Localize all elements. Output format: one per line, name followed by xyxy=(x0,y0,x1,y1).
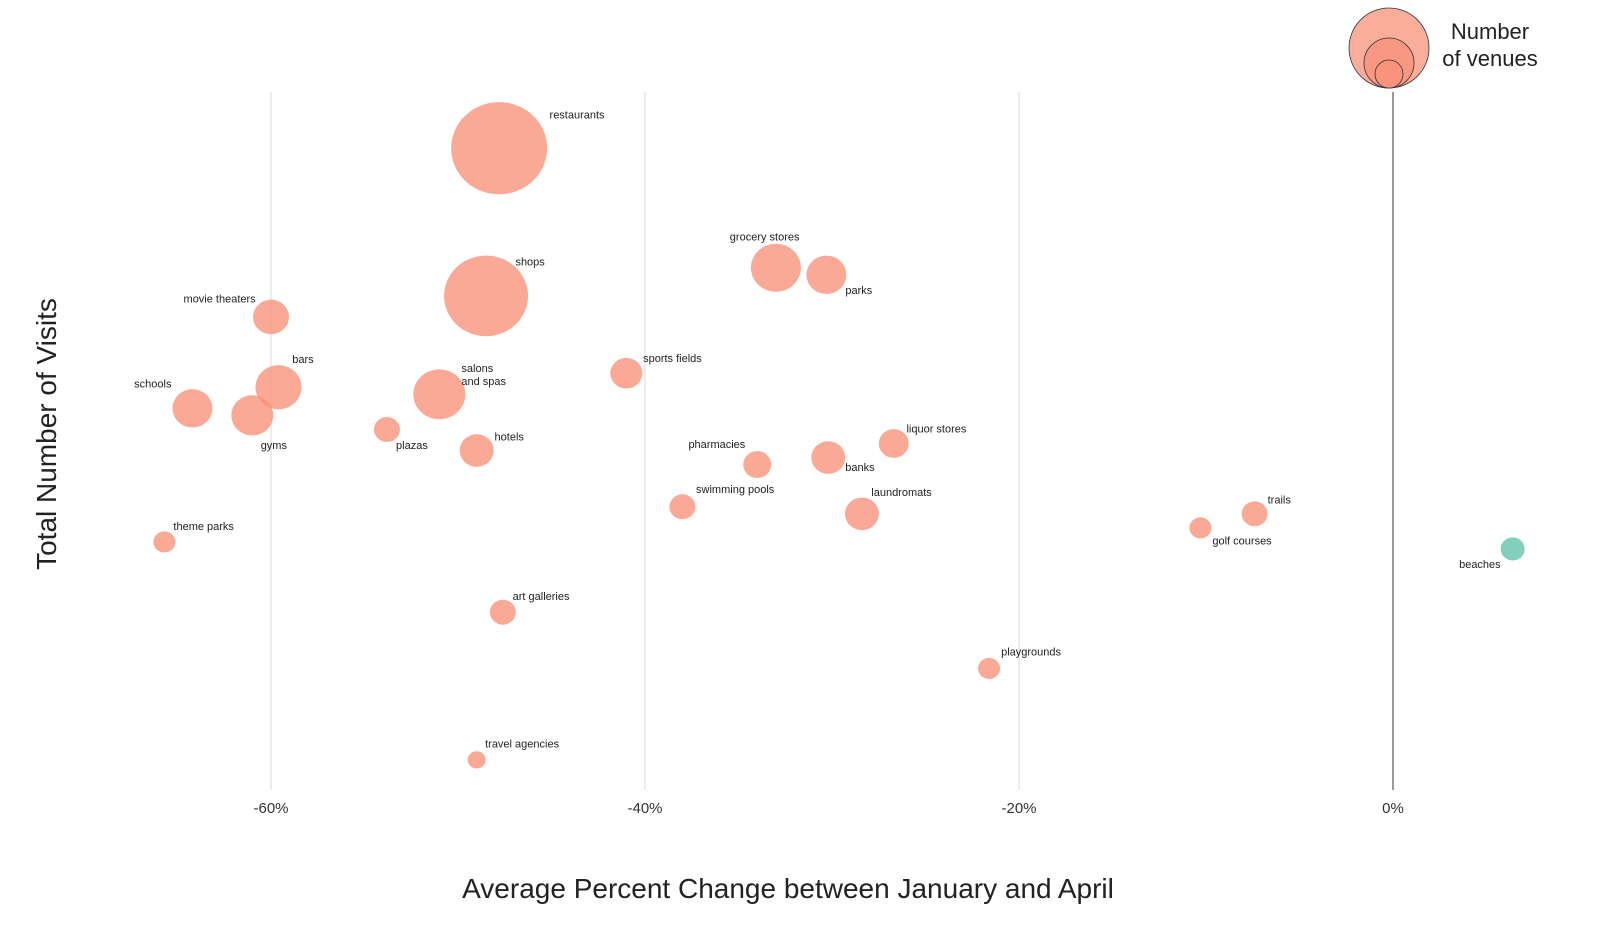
bubble-label: theme parks xyxy=(173,521,234,533)
bubble-label: grocery stores xyxy=(730,231,800,243)
bubble-pharmacies xyxy=(743,451,772,479)
bubble-swimming-pools xyxy=(669,494,696,520)
x-tick-label: -40% xyxy=(627,800,662,817)
bubble-plazas xyxy=(373,416,400,442)
bubble-label: pharmacies xyxy=(688,439,745,451)
bubbles xyxy=(153,102,1525,769)
bubble-golf-courses xyxy=(1189,517,1212,539)
bubble-grocery-stores xyxy=(750,243,801,292)
bubble-label: laundromats xyxy=(871,487,932,499)
bubble-restaurants xyxy=(451,102,548,195)
bubble-parks xyxy=(806,255,847,294)
bubble-laundromats xyxy=(844,497,879,531)
bubble-liquor-stores xyxy=(878,429,909,458)
bubble-movie-theaters xyxy=(253,299,289,335)
bubble-travel-agencies xyxy=(467,751,486,769)
bubble-label: plazas xyxy=(396,440,428,452)
bubble-label: banks xyxy=(845,462,875,474)
bubble-label: schools xyxy=(134,378,172,390)
bubble-bars xyxy=(255,365,302,410)
x-tick-label: 0% xyxy=(1382,800,1404,817)
x-tick-label: -60% xyxy=(253,800,288,817)
bubble-banks xyxy=(811,441,846,474)
bubble-label: bars xyxy=(292,354,314,366)
bubble-theme-parks xyxy=(153,531,176,553)
y-axis-title: Total Number of Visits xyxy=(31,298,62,570)
x-tick-label: -20% xyxy=(1001,800,1036,817)
bubble-salons-and-spas xyxy=(413,369,466,420)
bubble-trails xyxy=(1241,501,1268,527)
bubble-label: beaches xyxy=(1459,559,1501,571)
bubble-playgrounds xyxy=(978,657,1001,680)
bubble-label: restaurants xyxy=(550,109,606,121)
x-axis-ticks: -60% -40% -20% 0% xyxy=(253,800,1403,817)
bubble-labels: restaurants shops grocery stores parks movie… xyxy=(134,109,1501,750)
bubble-hotels xyxy=(459,434,494,467)
bubble-beaches xyxy=(1500,537,1525,561)
bubble-label: liquor stores xyxy=(906,423,966,435)
bubble-label: sports fields xyxy=(643,353,702,365)
bubble-gyms xyxy=(231,395,274,436)
bubble-label: hotels xyxy=(495,431,525,443)
legend-title-line-2: of venues xyxy=(1442,46,1537,71)
bubble-label: parks xyxy=(845,285,872,297)
bubble-label: movie theaters xyxy=(184,294,257,306)
bubble-label: art galleries xyxy=(513,591,570,603)
bubble-label: golf courses xyxy=(1212,536,1272,548)
legend-title-line-1: Number xyxy=(1451,19,1529,44)
legend: Number of venues xyxy=(1348,7,1538,89)
bubble-label: swimming pools xyxy=(696,484,775,496)
bubble-label: trails xyxy=(1268,494,1292,506)
gridlines xyxy=(270,92,1394,790)
x-axis-title: Average Percent Change between January a… xyxy=(462,873,1114,904)
bubble-label: salons xyxy=(461,363,493,375)
bubble-label: and spas xyxy=(461,376,506,388)
bubble-shops xyxy=(444,255,529,337)
bubble-sports-fields xyxy=(610,357,643,389)
bubble-schools xyxy=(172,389,213,428)
bubble-label: shops xyxy=(515,257,545,269)
bubble-label: playgrounds xyxy=(1001,646,1061,658)
legend-bubble-small xyxy=(1374,59,1404,89)
bubble-art-galleries xyxy=(489,599,516,625)
bubble-label: travel agencies xyxy=(485,738,559,750)
bubble-label: gyms xyxy=(261,440,288,452)
